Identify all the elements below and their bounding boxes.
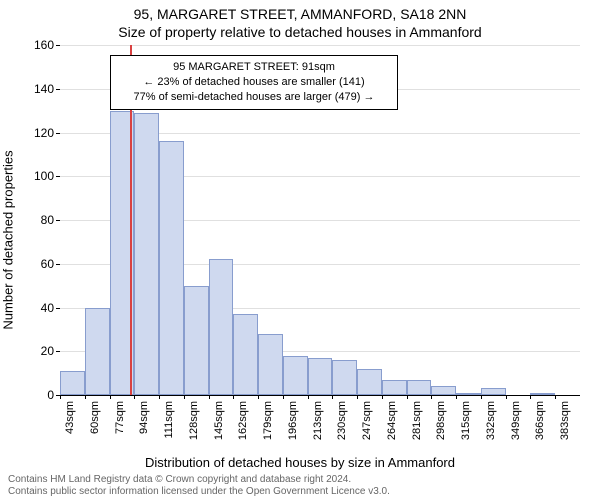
x-axis-label: Distribution of detached houses by size … bbox=[0, 455, 600, 470]
y-tick-mark bbox=[56, 89, 60, 90]
x-tick-mark bbox=[308, 395, 309, 399]
x-tick-mark bbox=[60, 395, 61, 399]
x-tick-label: 332sqm bbox=[485, 401, 497, 440]
x-tick-label: 196sqm bbox=[287, 401, 299, 440]
x-tick-label: 383sqm bbox=[559, 401, 571, 440]
y-tick-mark bbox=[56, 176, 60, 177]
x-tick-label: 60sqm bbox=[89, 401, 101, 434]
histogram-bar bbox=[357, 369, 382, 395]
x-tick-mark bbox=[233, 395, 234, 399]
x-tick-mark bbox=[110, 395, 111, 399]
histogram-bar bbox=[258, 334, 283, 395]
x-tick-mark bbox=[530, 395, 531, 399]
x-tick-label: 247sqm bbox=[361, 401, 373, 440]
annotation-line3: 77% of semi-detached houses are larger (… bbox=[119, 90, 389, 105]
histogram-bar bbox=[456, 393, 481, 395]
x-tick-mark bbox=[209, 395, 210, 399]
chart-container: 95, MARGARET STREET, AMMANFORD, SA18 2NN… bbox=[0, 0, 600, 500]
x-tick-label: 213sqm bbox=[312, 401, 324, 440]
histogram-bar bbox=[60, 371, 85, 395]
histogram-bar bbox=[431, 386, 456, 395]
histogram-bar bbox=[184, 286, 209, 395]
x-tick-mark bbox=[431, 395, 432, 399]
histogram-bar bbox=[159, 141, 184, 395]
y-tick-mark bbox=[56, 308, 60, 309]
x-tick-label: 111sqm bbox=[163, 401, 175, 439]
y-tick-label: 80 bbox=[14, 213, 54, 227]
x-tick-label: 77sqm bbox=[114, 401, 126, 434]
x-tick-label: 349sqm bbox=[510, 401, 522, 440]
histogram-bar bbox=[85, 308, 110, 396]
histogram-bar bbox=[481, 388, 506, 395]
y-tick-label: 140 bbox=[14, 82, 54, 96]
footer-line1: Contains HM Land Registry data © Crown c… bbox=[8, 474, 390, 486]
histogram-bar bbox=[308, 358, 333, 395]
x-tick-label: 43sqm bbox=[64, 401, 76, 434]
x-tick-label: 281sqm bbox=[411, 401, 423, 440]
x-tick-mark bbox=[332, 395, 333, 399]
x-tick-mark bbox=[184, 395, 185, 399]
y-tick-label: 40 bbox=[14, 301, 54, 315]
x-tick-label: 145sqm bbox=[213, 401, 225, 440]
chart-title-line1: 95, MARGARET STREET, AMMANFORD, SA18 2NN bbox=[0, 6, 600, 22]
x-tick-mark bbox=[357, 395, 358, 399]
x-tick-mark bbox=[456, 395, 457, 399]
x-tick-mark bbox=[555, 395, 556, 399]
x-tick-mark bbox=[159, 395, 160, 399]
histogram-bar bbox=[332, 360, 357, 395]
histogram-bar bbox=[209, 259, 234, 395]
y-tick-label: 160 bbox=[14, 38, 54, 52]
x-tick-label: 94sqm bbox=[138, 401, 150, 434]
y-tick-label: 60 bbox=[14, 257, 54, 271]
annotation-line2: ← 23% of detached houses are smaller (14… bbox=[119, 75, 389, 90]
chart-title-line2: Size of property relative to detached ho… bbox=[0, 24, 600, 40]
x-tick-mark bbox=[134, 395, 135, 399]
x-tick-mark bbox=[258, 395, 259, 399]
histogram-bar bbox=[283, 356, 308, 395]
x-tick-label: 162sqm bbox=[237, 401, 249, 440]
y-tick-label: 0 bbox=[14, 388, 54, 402]
x-tick-label: 128sqm bbox=[188, 401, 200, 440]
x-tick-label: 264sqm bbox=[386, 401, 398, 440]
x-tick-mark bbox=[407, 395, 408, 399]
histogram-bar bbox=[382, 380, 407, 395]
plot-area: 02040608010012014016043sqm60sqm77sqm94sq… bbox=[60, 45, 580, 395]
x-tick-mark bbox=[382, 395, 383, 399]
y-tick-mark bbox=[56, 133, 60, 134]
histogram-bar bbox=[134, 113, 159, 395]
y-tick-label: 120 bbox=[14, 126, 54, 140]
y-tick-mark bbox=[56, 45, 60, 46]
annotation-box: 95 MARGARET STREET: 91sqm← 23% of detach… bbox=[110, 55, 398, 110]
y-tick-label: 20 bbox=[14, 344, 54, 358]
x-tick-label: 298sqm bbox=[435, 401, 447, 440]
x-tick-mark bbox=[85, 395, 86, 399]
gridline bbox=[60, 45, 580, 46]
histogram-bar bbox=[407, 380, 432, 395]
y-tick-label: 100 bbox=[14, 169, 54, 183]
histogram-bar bbox=[530, 393, 555, 395]
y-tick-mark bbox=[56, 351, 60, 352]
x-tick-mark bbox=[283, 395, 284, 399]
x-tick-label: 179sqm bbox=[262, 401, 274, 440]
annotation-line1: 95 MARGARET STREET: 91sqm bbox=[119, 60, 389, 75]
plot-inner: 02040608010012014016043sqm60sqm77sqm94sq… bbox=[60, 45, 580, 396]
x-tick-mark bbox=[506, 395, 507, 399]
x-tick-mark bbox=[481, 395, 482, 399]
x-tick-label: 315sqm bbox=[460, 401, 472, 440]
footer-line2: Contains public sector information licen… bbox=[8, 486, 390, 498]
y-tick-mark bbox=[56, 220, 60, 221]
footer-text: Contains HM Land Registry data © Crown c… bbox=[8, 474, 390, 498]
y-tick-mark bbox=[56, 264, 60, 265]
x-tick-label: 230sqm bbox=[336, 401, 348, 440]
x-tick-label: 366sqm bbox=[534, 401, 546, 440]
histogram-bar bbox=[233, 314, 258, 395]
